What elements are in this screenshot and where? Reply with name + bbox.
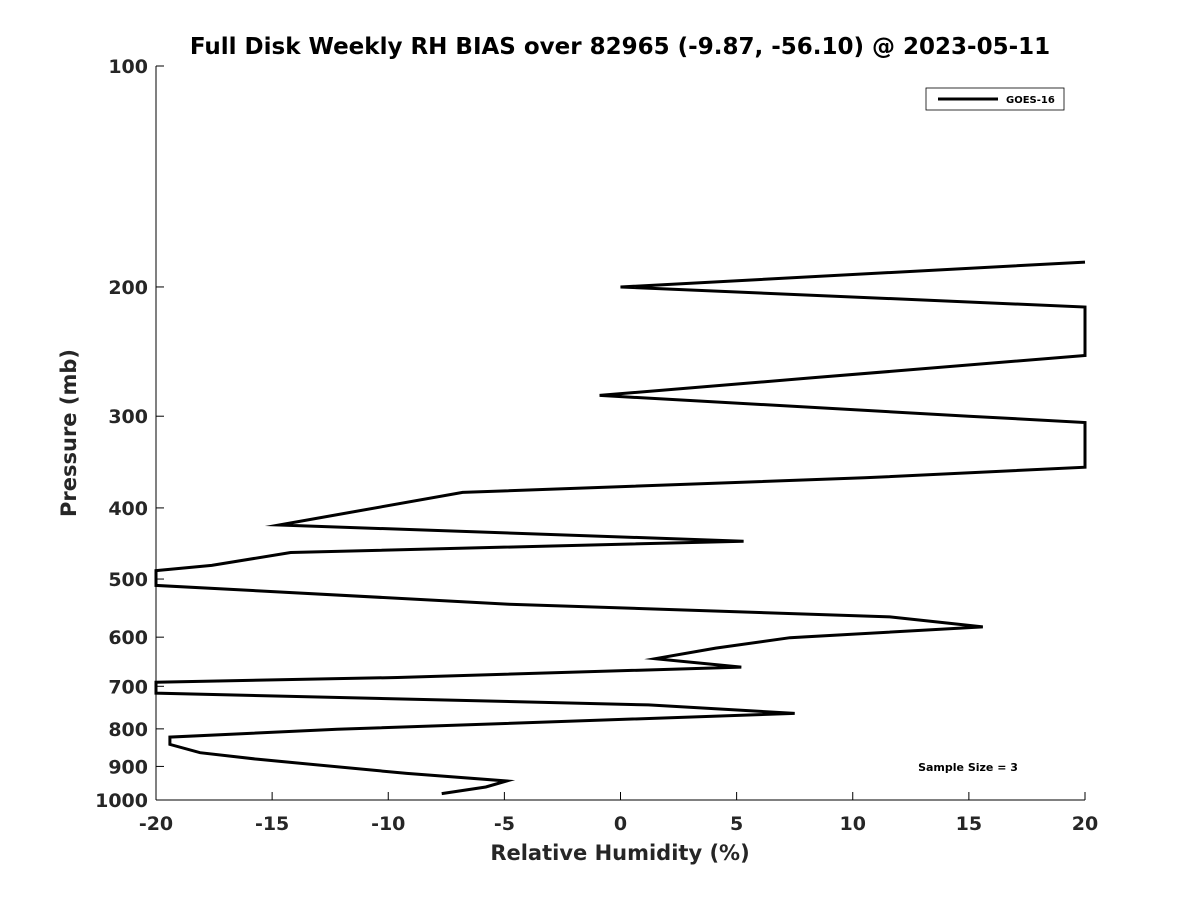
x-tick-label: -10 (371, 813, 405, 835)
x-tick-label: 5 (730, 813, 743, 835)
y-tick-label: 200 (108, 277, 148, 299)
x-tick-label: -20 (139, 813, 173, 835)
y-tick-label: 100 (108, 56, 148, 78)
series-line-goes-16 (154, 260, 1087, 796)
y-tick-label: 700 (108, 676, 148, 698)
y-tick-label: 800 (108, 719, 148, 741)
y-tick-label: 900 (108, 756, 148, 778)
x-tick-label: 0 (614, 813, 627, 835)
x-tick-label: 20 (1072, 813, 1098, 835)
chart-title: Full Disk Weekly RH BIAS over 82965 (-9.… (190, 34, 1050, 60)
y-tick-label: 600 (108, 627, 148, 649)
legend: GOES-16 (925, 87, 1065, 111)
legend-label: GOES-16 (1006, 95, 1055, 106)
y-tick-label: 300 (108, 406, 148, 428)
series-layer (154, 260, 1087, 796)
y-axis-label: Pressure (mb) (57, 349, 81, 517)
x-tick-label: 10 (840, 813, 866, 835)
y-tick-label: 1000 (95, 790, 148, 812)
sample-size-annotation: Sample Size = 3 (918, 761, 1018, 774)
y-tick-label: 500 (108, 569, 148, 591)
x-tick-label: -5 (494, 813, 515, 835)
y-axis-ticks: 100 200 300 400 500 600 700 800 900 1000 (95, 56, 164, 812)
x-axis-label: Relative Humidity (%) (490, 841, 749, 865)
x-axis-ticks: -20 -15 -10 -5 0 5 10 15 20 (139, 792, 1098, 835)
x-tick-label: 15 (956, 813, 982, 835)
x-tick-label: -15 (255, 813, 289, 835)
y-tick-label: 400 (108, 498, 148, 520)
